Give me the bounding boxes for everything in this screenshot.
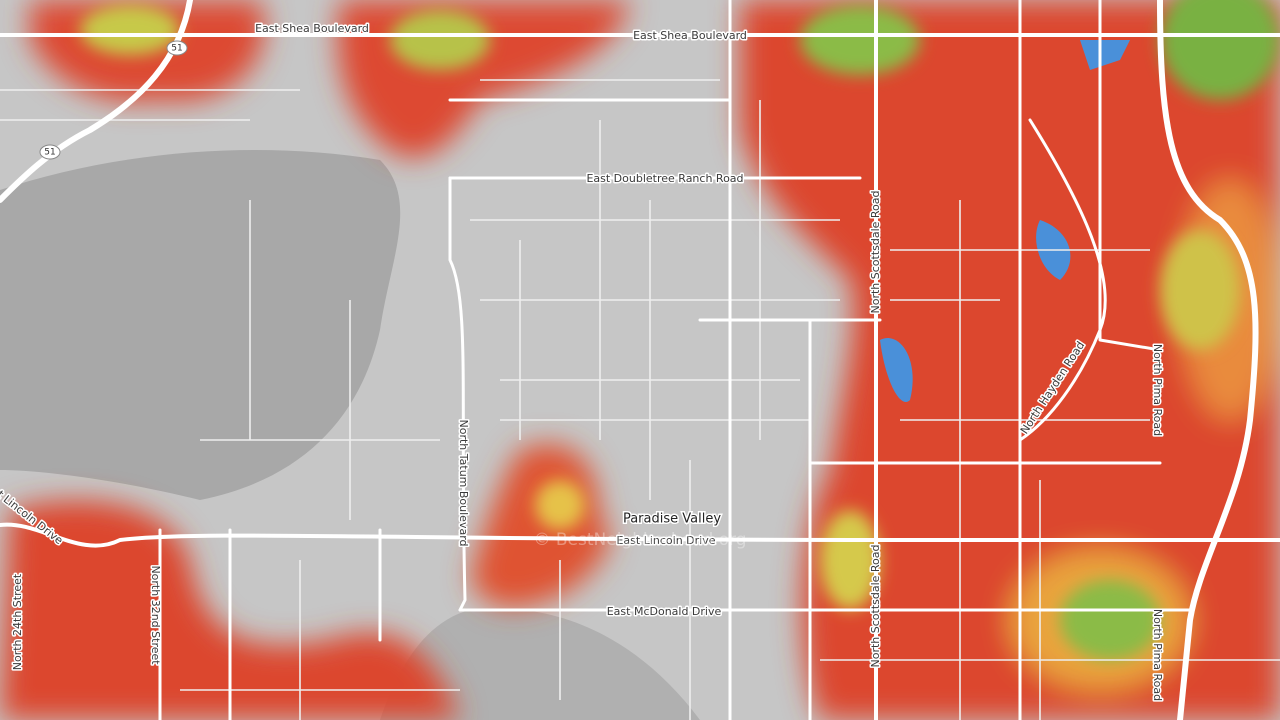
place-label: Paradise Valley [623,512,721,527]
heat-highlights [80,0,1280,660]
heat-zone [800,5,920,75]
heat-zone [1160,230,1240,350]
undeveloped-area [0,150,401,500]
road-label: North Scottsdale Road [869,544,882,667]
shield [39,144,61,160]
lake [880,338,913,402]
watermark: © BestNeighborhood.org [533,530,746,550]
road-label: East Shea Boulevard [633,29,747,42]
road-label: North Pima Road [1151,344,1164,436]
road-label: North 32nd Street [149,565,162,665]
road-label: North Tatum Boulevard [457,419,470,546]
road-label: East McDonald Drive [607,605,722,618]
heat-zone [80,5,180,55]
heat-zone [1060,580,1160,660]
lake [1080,40,1130,70]
water [880,40,1130,402]
road [1018,118,1107,442]
road-label: North 24th Street [11,573,24,670]
heat-zone [1160,0,1280,100]
heat-zone [535,480,585,530]
heat-zone [0,500,460,720]
route-shields: 51 51 [39,40,188,160]
road-label: North Pima Road [1151,609,1164,701]
heat-zone [820,510,880,610]
road [448,176,467,612]
road-label: East Doubletree Ranch Road [586,172,743,185]
shield-label: 51 [44,148,55,158]
road [1098,0,1162,352]
road-label: North Scottsdale Road [869,190,882,313]
road-label: East Shea Boulevard [255,22,369,35]
road [158,528,382,720]
undeveloped-area [380,608,700,720]
freeway [1157,0,1259,720]
heat-zone [390,10,490,70]
shield-label: 51 [171,44,182,54]
shield [166,40,188,56]
heat-zone [470,443,610,608]
road [0,522,1280,548]
road-label: East Lincoln Drive [616,534,715,547]
